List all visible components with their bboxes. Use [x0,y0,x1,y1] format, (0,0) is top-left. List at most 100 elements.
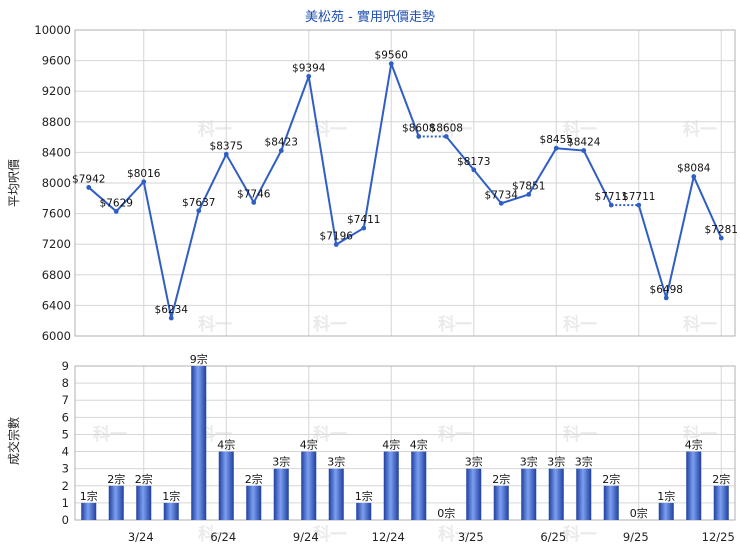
volume-data-label: 4宗 [217,438,235,452]
volume-bar [493,485,509,520]
volume-tick-label: 4 [62,445,69,459]
watermark-text: 科一 [313,524,347,545]
volume-bar [218,451,234,520]
price-data-label: $7196 [320,231,354,243]
price-data-label: $7711 [622,191,655,203]
price-point [553,145,559,151]
price-point [113,208,119,214]
volume-bar [356,502,372,520]
volume-data-label: 0宗 [630,506,648,520]
watermark-text: 科一 [313,119,347,140]
price-line-segment [225,153,255,203]
price-line-segment [307,76,338,245]
price-point [416,134,422,139]
price-tick-label: 6400 [42,298,71,312]
price-data-label: $7746 [237,188,271,200]
volume-data-label: 1宗 [657,489,675,503]
price-data-label: $7637 [182,197,215,209]
volume-data-label: 2宗 [245,472,263,486]
price-axis-title: 平均呎價 [7,159,21,207]
volume-bar [521,468,537,520]
price-tick-label: 7200 [42,237,71,251]
volume-data-label: 4宗 [300,438,318,452]
volume-bar [576,468,592,520]
price-data-label: $9394 [292,62,326,74]
price-data-label: $8424 [567,137,601,149]
x-tick-label: 9/25 [623,530,649,544]
volume-tick-label: 8 [62,376,69,390]
price-data-label: $7851 [512,180,545,192]
price-data-label: $8375 [210,140,243,152]
volume-plot-frame [74,365,736,521]
volume-bar-chart: 0 1 2 3 4 5 6 7 8 9 3/24 6/24 9/24 12/24 3/25 6/25 9/25 1… [62,352,736,544]
price-line-segment [88,186,117,213]
price-point [388,61,394,67]
price-tick-label: 8400 [42,145,71,159]
volume-bar [328,468,344,520]
x-tick-label: 3/24 [128,530,154,544]
price-tick-label: 9600 [42,54,71,68]
price-line-segment [445,135,475,171]
price-line-segment [472,169,503,204]
price-point [168,315,174,321]
price-point [306,73,312,79]
volume-data-label: 1宗 [355,489,373,503]
price-point [251,200,257,205]
volume-tick-label: 1 [62,496,69,510]
watermark-text: 科一 [563,119,597,140]
volume-data-label: 2宗 [712,472,730,486]
price-tick-label: 7600 [42,207,71,221]
price-point [141,179,147,185]
price-tick-label: 8800 [42,115,71,129]
price-line-segment [390,63,420,137]
volume-bar [383,451,399,520]
price-line-segment [637,204,668,299]
price-line-segment [692,176,723,239]
price-line-segment [115,181,145,213]
price-point [608,202,614,208]
volume-data-label: 3宗 [547,455,565,469]
price-point [196,208,202,214]
price-point [526,191,532,197]
volume-bar [163,502,179,520]
volume-bar [136,485,152,520]
price-data-label: $8608 [402,122,435,134]
volume-bar [658,502,674,520]
x-tick-label: 6/25 [540,530,566,544]
volume-data-label: 3宗 [520,455,538,469]
price-data-label: $7629 [100,197,133,209]
volume-tick-label: 2 [62,479,69,493]
chart-title: 美松苑 - 實用呎價走勢 [305,9,435,25]
volume-data-label: 0宗 [437,506,455,520]
volume-bar [603,485,619,520]
volume-bar [246,485,262,520]
price-data-label: $7942 [72,173,105,185]
volume-data-label: 1宗 [80,489,98,503]
price-tick-label: 10000 [34,23,71,37]
price-line-segment [500,193,530,205]
price-line-segment [556,147,584,152]
volume-bar [108,485,124,520]
volume-tick-label: 9 [62,359,69,373]
price-point [498,200,504,206]
volume-data-label: 3宗 [327,455,345,469]
volume-tick-label: 6 [62,410,69,424]
volume-tick-label: 5 [62,427,69,441]
price-line-segment [197,153,228,212]
volume-data-label: 2宗 [107,472,125,486]
volume-data-label: 2宗 [492,472,510,486]
price-point [471,167,477,173]
price-data-label: $8608 [430,122,463,134]
volume-data-label: 3宗 [272,455,290,469]
volume-data-label: 4宗 [382,438,400,452]
price-data-label: $7711 [595,191,628,203]
volume-data-label: 3宗 [465,455,483,469]
volume-data-label: 3宗 [575,455,593,469]
volume-tick-label: 3 [62,462,69,476]
volume-data-label: 4宗 [685,438,703,452]
volume-tick-label: 0 [62,513,69,527]
x-tick-label: 12/25 [702,530,735,544]
price-line-segment [335,227,365,246]
volume-bar [81,502,97,520]
